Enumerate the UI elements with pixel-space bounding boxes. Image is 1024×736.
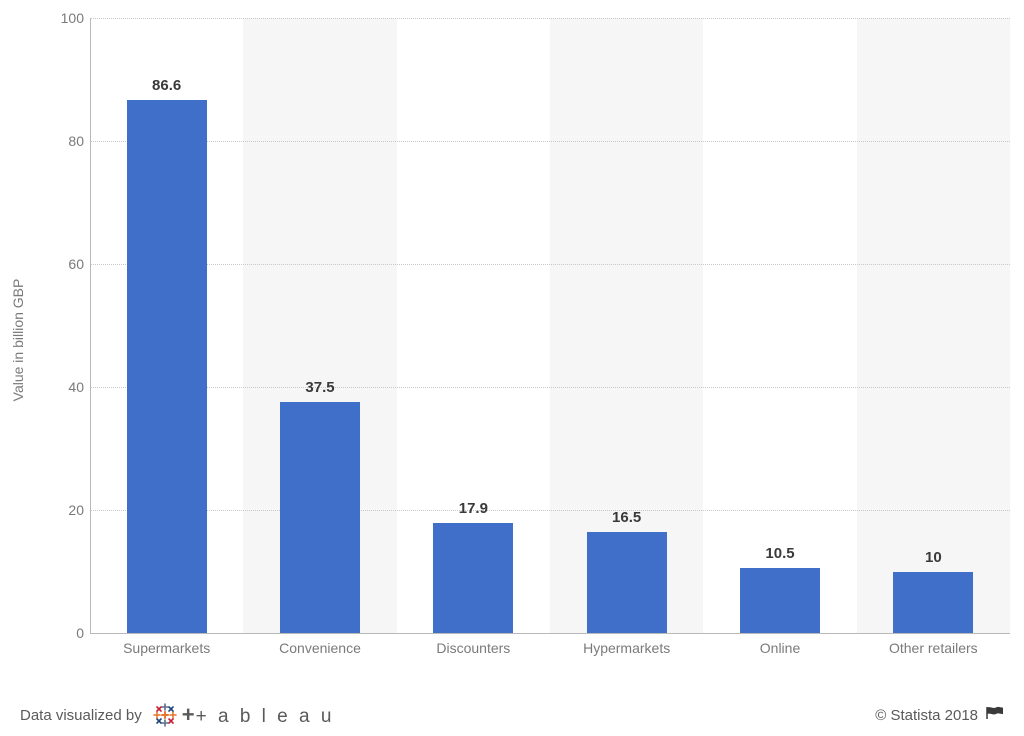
y-tick-label: 20 (24, 502, 84, 518)
bar (280, 402, 360, 633)
plot-band (857, 18, 1010, 633)
x-tick-label: Other retailers (889, 640, 978, 656)
flag-icon[interactable] (986, 706, 1004, 724)
footer-prefix: Data visualized by (20, 707, 142, 724)
footer: Data visualized by (0, 680, 1024, 736)
bar-value-label: 10 (925, 549, 942, 566)
x-tick-label: Convenience (279, 640, 361, 656)
gridline (90, 141, 1010, 142)
footer-left: Data visualized by (20, 702, 334, 728)
bar-value-label: 10.5 (765, 545, 794, 562)
copyright-text: © Statista 2018 (875, 707, 978, 724)
plot-area: 86.6 37.5 17.9 16.5 10.5 10 (90, 18, 1010, 633)
footer-right: © Statista 2018 (875, 706, 1004, 724)
x-axis-line (90, 633, 1010, 634)
tableau-word-text: + a b l e a u (196, 706, 335, 727)
bar (433, 523, 513, 633)
y-tick-label: 0 (24, 625, 84, 641)
bar-value-label: 17.9 (459, 500, 488, 517)
bar (127, 100, 207, 633)
x-tick-label: Discounters (436, 640, 510, 656)
x-tick-label: Online (760, 640, 800, 656)
x-tick-label: Hypermarkets (583, 640, 670, 656)
bar (740, 568, 820, 633)
bar (587, 532, 667, 633)
y-axis-line (90, 18, 91, 633)
x-tick-label: Supermarkets (123, 640, 210, 656)
gridline (90, 18, 1010, 19)
gridline (90, 264, 1010, 265)
y-tick-label: 100 (24, 10, 84, 26)
y-tick-label: 60 (24, 256, 84, 272)
tableau-wordmark: ++ a b l e a u (182, 702, 335, 728)
chart-container: Value in billion GBP 86.637.517.916.510.… (0, 0, 1024, 680)
tableau-mark-icon (152, 702, 178, 728)
tableau-logo: ++ a b l e a u (152, 702, 335, 728)
y-tick-label: 80 (24, 133, 84, 149)
y-tick-label: 40 (24, 379, 84, 395)
bar (893, 572, 973, 634)
bar-value-label: 86.6 (152, 77, 181, 94)
gridline (90, 510, 1010, 511)
gridline (90, 387, 1010, 388)
bar-value-label: 37.5 (305, 379, 334, 396)
bar-value-label: 16.5 (612, 509, 641, 526)
